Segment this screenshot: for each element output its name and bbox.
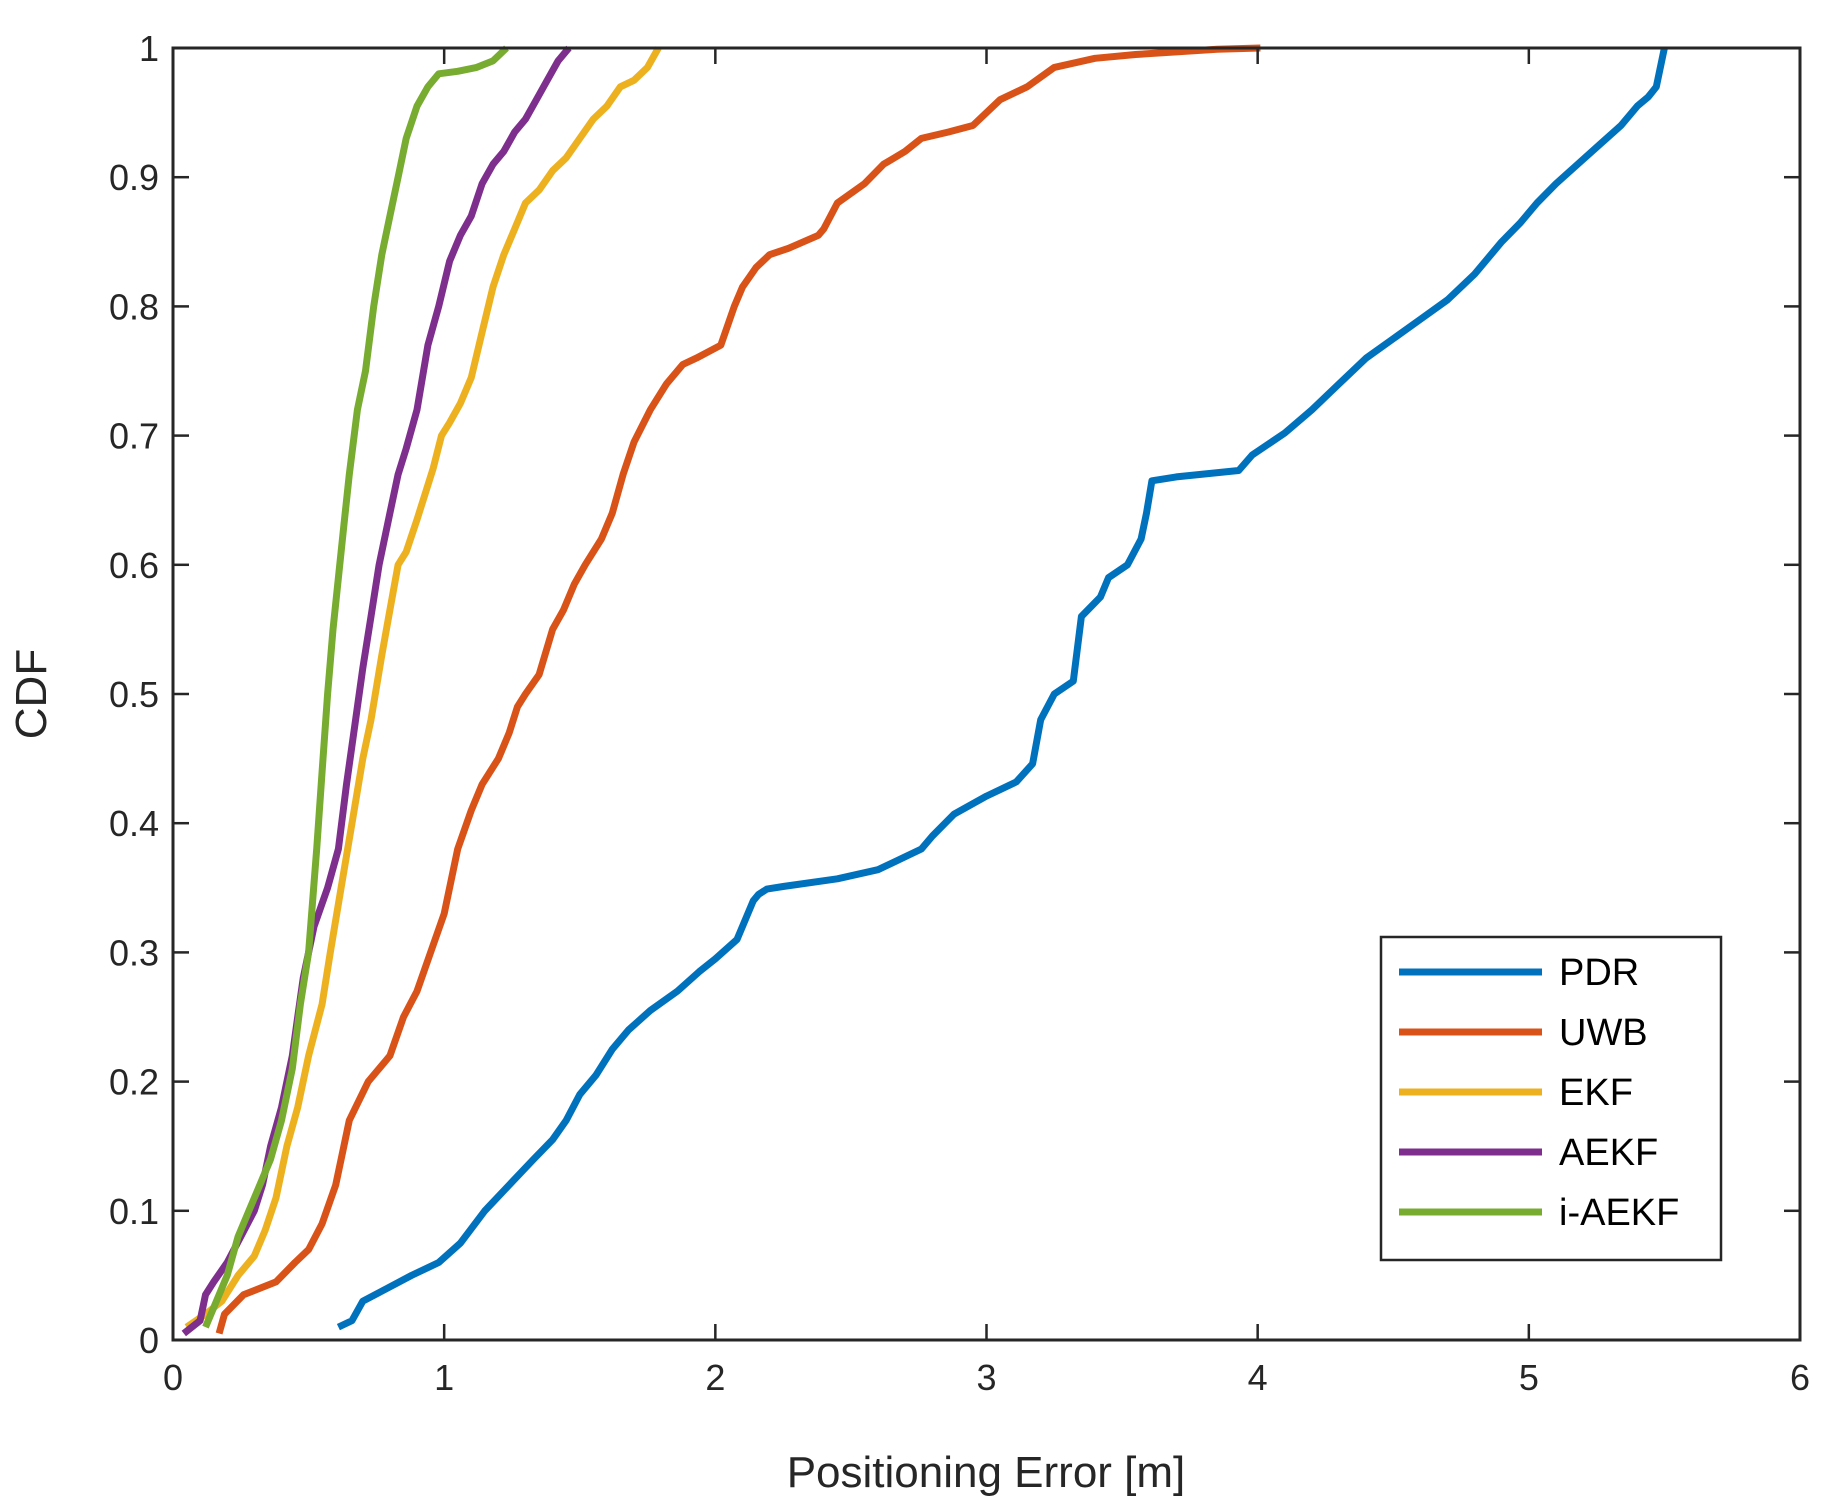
series-line-uwb (215, 44, 1261, 1335)
legend-label-ekf: EKF (1559, 1072, 1633, 1114)
y-tick-label: 0.5 (109, 674, 159, 715)
legend-label-pdr: PDR (1559, 952, 1639, 994)
y-tick-label: 0.8 (109, 286, 159, 327)
legend-label-i-aekf: i-AEKF (1559, 1192, 1679, 1234)
x-tick-label: 3 (976, 1357, 996, 1398)
y-tick-label: 0.2 (109, 1062, 159, 1103)
y-tick-label: 0.9 (109, 157, 159, 198)
x-tick-label: 1 (434, 1357, 454, 1398)
tick-label-layer: 0 1 2 3 4 5 6 0 0.1 0.2 0.3 0.4 0.5 0.6 0.7 0.8 0.9 1 (109, 28, 1810, 1398)
series-line-aekf (181, 45, 572, 1337)
y-tick-label: 0.1 (109, 1191, 159, 1232)
x-tick-label: 0 (163, 1357, 183, 1398)
y-tick-label: 0.4 (109, 803, 159, 844)
series-line-i-aekf (202, 45, 509, 1329)
series-line-ekf (184, 46, 662, 1330)
x-axis-label: Positioning Error [m] (787, 1448, 1186, 1497)
legend-label-aekf: AEKF (1559, 1132, 1658, 1174)
legend-box (1379, 935, 1723, 1262)
x-tick-label: 4 (1248, 1357, 1268, 1398)
x-tick-label: 6 (1790, 1357, 1810, 1398)
y-tick-label: 0 (139, 1320, 159, 1361)
y-tick-label: 0.3 (109, 932, 159, 973)
series-layer (181, 44, 1668, 1337)
y-tick-label: 0.7 (109, 416, 159, 457)
series-line-pdr (336, 47, 1668, 1331)
x-tick-label: 5 (1519, 1357, 1539, 1398)
y-axis-label: CDF (7, 649, 56, 739)
x-tick-label: 2 (705, 1357, 725, 1398)
y-tick-label: 0.6 (109, 545, 159, 586)
legend: PDR UWB EKF AEKF i-AEKF (1379, 935, 1723, 1262)
legend-label-uwb: UWB (1559, 1012, 1648, 1054)
plot-frame (171, 46, 1802, 1342)
y-tick-label: 1 (139, 28, 159, 69)
